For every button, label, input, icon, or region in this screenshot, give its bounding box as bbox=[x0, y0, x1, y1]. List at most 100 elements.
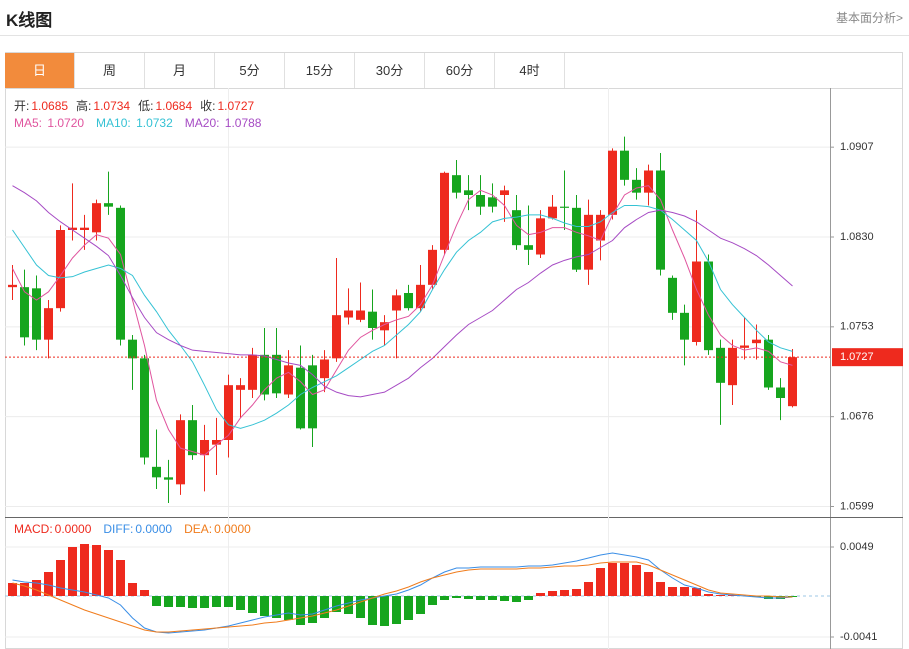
macd-bar bbox=[80, 544, 89, 596]
macd-bar bbox=[68, 547, 77, 596]
macd-bar bbox=[596, 568, 605, 596]
period-tab[interactable]: 15分 bbox=[285, 53, 355, 88]
legend-value: 0.0000 bbox=[214, 522, 251, 536]
candle-body bbox=[500, 190, 509, 195]
macd-bar bbox=[548, 591, 557, 596]
macd-bar bbox=[452, 596, 461, 598]
candle-body bbox=[248, 354, 257, 390]
candle-body bbox=[296, 367, 305, 429]
y-tick-label: 1.0676 bbox=[840, 411, 874, 423]
ohlc-value: 1.0685 bbox=[31, 99, 69, 113]
period-tab[interactable]: 5分 bbox=[215, 53, 285, 88]
macd-bar bbox=[500, 596, 509, 601]
macd-bar bbox=[512, 596, 521, 602]
macd-bar bbox=[248, 596, 257, 613]
legend-value: 1.0720 bbox=[47, 116, 85, 130]
last-price-box bbox=[832, 348, 903, 367]
candle-body bbox=[464, 190, 473, 195]
macd-bar bbox=[20, 583, 29, 596]
candle-body bbox=[212, 440, 221, 445]
candle-body bbox=[752, 339, 761, 344]
y-tick-label: 1.0753 bbox=[840, 321, 874, 333]
candle-body bbox=[32, 288, 41, 340]
ohlc-value: 1.0684 bbox=[155, 99, 193, 113]
macd-bar bbox=[32, 580, 41, 596]
candle-body bbox=[572, 207, 581, 270]
candle-body bbox=[716, 347, 725, 383]
macd-bar bbox=[56, 560, 65, 596]
macd-bar bbox=[128, 583, 137, 596]
candle-body bbox=[524, 245, 533, 250]
candle-body bbox=[344, 310, 353, 318]
candle-body bbox=[128, 339, 137, 359]
legend-value: 0.0000 bbox=[135, 522, 173, 536]
candle-body bbox=[536, 218, 545, 255]
y-tick-label: 1.0599 bbox=[840, 500, 874, 512]
macd-bar bbox=[260, 596, 269, 616]
fundamentals-link[interactable]: 基本面分析> bbox=[835, 11, 903, 25]
candle-body bbox=[476, 195, 485, 207]
period-tab[interactable]: 30分 bbox=[355, 53, 425, 88]
macd-bar bbox=[284, 596, 293, 620]
page-title: K线图 bbox=[6, 11, 53, 30]
macd-bar bbox=[320, 596, 329, 618]
candle-body bbox=[176, 420, 185, 485]
candle-body bbox=[740, 345, 749, 348]
macd-bar bbox=[716, 595, 725, 596]
candle-body bbox=[80, 227, 89, 230]
macd-bar bbox=[668, 587, 677, 596]
macd-bar bbox=[380, 596, 389, 626]
ohlc-value: 1.0727 bbox=[217, 99, 255, 113]
candle-body bbox=[164, 477, 173, 480]
y-tick-label: 0.0049 bbox=[840, 541, 874, 553]
macd-legend: MACD: 0.0000 DIFF: 0.0000 DEA: 0.0000 bbox=[14, 522, 263, 536]
macd-bar bbox=[344, 596, 353, 614]
ma-line bbox=[12, 185, 793, 456]
period-tab[interactable]: 日 bbox=[5, 53, 75, 88]
candle-body bbox=[680, 312, 689, 340]
period-tabs: 日周月 5分 15分 30分 60分 4时 bbox=[5, 53, 565, 88]
candle-body bbox=[272, 354, 281, 394]
macd-bar bbox=[152, 596, 161, 606]
macd-line bbox=[12, 561, 793, 633]
period-tab[interactable]: 周 bbox=[75, 53, 145, 88]
macd-bar bbox=[608, 563, 617, 596]
macd-bar bbox=[356, 596, 365, 618]
macd-bar bbox=[524, 596, 533, 600]
period-tab[interactable]: 月 bbox=[145, 53, 215, 88]
ohlc-label: 收: bbox=[200, 99, 216, 113]
ma-line bbox=[12, 205, 793, 429]
candle-body bbox=[284, 365, 293, 395]
macd-bar bbox=[632, 565, 641, 596]
candle-body bbox=[584, 214, 593, 270]
macd-bar bbox=[656, 582, 665, 596]
candle-body bbox=[140, 358, 149, 458]
candle-body bbox=[224, 385, 233, 440]
candle-body bbox=[764, 339, 773, 388]
macd-bar bbox=[476, 596, 485, 600]
candle-body bbox=[596, 214, 605, 241]
candle-body bbox=[260, 354, 269, 395]
candle-body bbox=[104, 203, 113, 207]
macd-bar bbox=[560, 590, 569, 596]
macd-bar bbox=[44, 572, 53, 596]
candle-body bbox=[236, 385, 245, 390]
legend-label: MA5: bbox=[14, 116, 46, 130]
macd-bar bbox=[212, 596, 221, 607]
candle-body bbox=[560, 206, 569, 208]
y-tick-label: -0.0041 bbox=[840, 631, 877, 643]
candle-body bbox=[44, 308, 53, 340]
period-tab[interactable]: 4时 bbox=[495, 53, 565, 88]
candle-body bbox=[644, 170, 653, 193]
candle-body bbox=[152, 466, 161, 478]
ohlc-label: 开: bbox=[14, 99, 30, 113]
legend-label: DEA: bbox=[184, 522, 213, 536]
macd-bar bbox=[8, 583, 17, 596]
ma-line bbox=[12, 185, 793, 398]
macd-bar bbox=[176, 596, 185, 607]
period-tab[interactable]: 60分 bbox=[425, 53, 495, 88]
macd-bar bbox=[140, 590, 149, 596]
macd-bar bbox=[392, 596, 401, 624]
